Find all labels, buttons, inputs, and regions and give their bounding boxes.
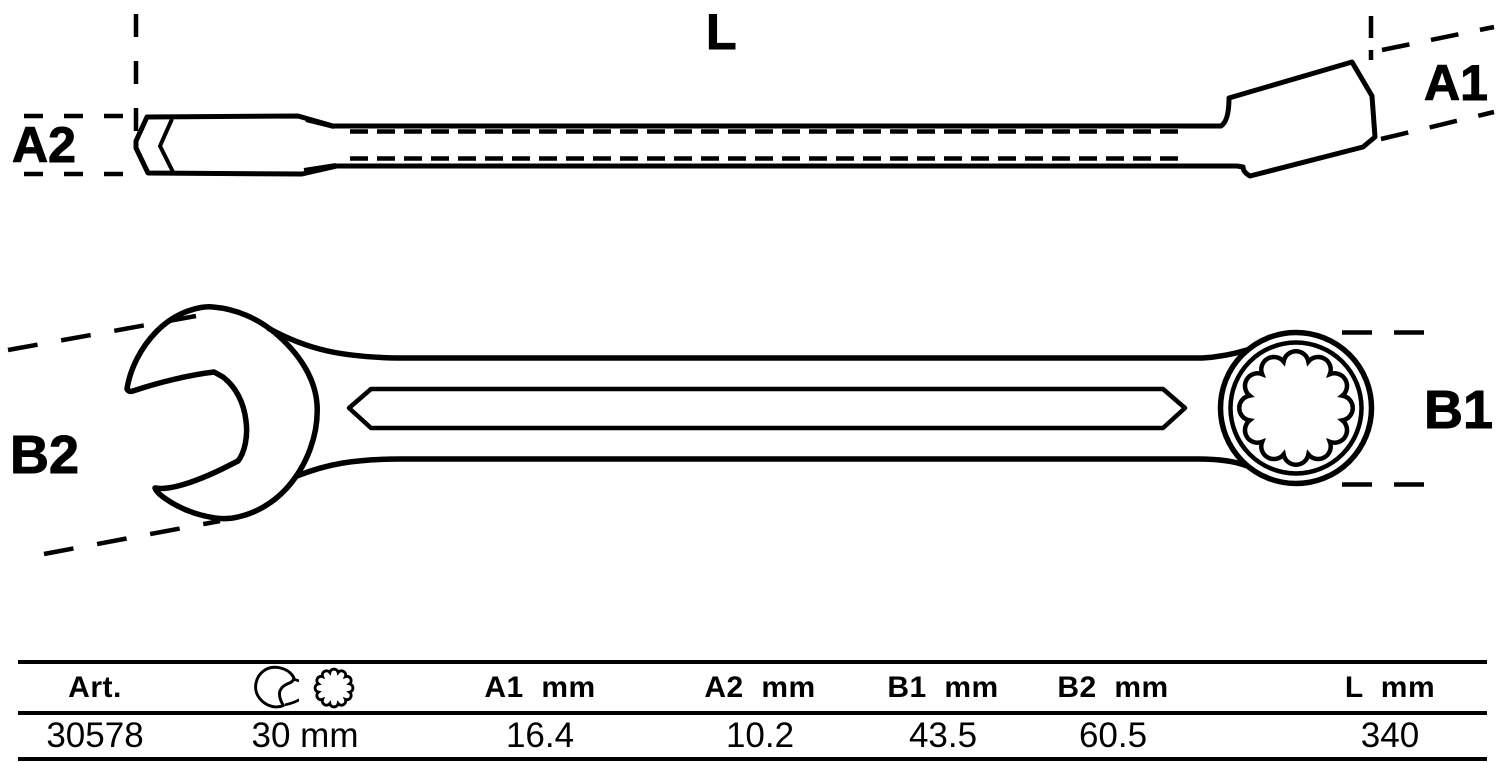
12-point-ring-icon — [313, 667, 355, 708]
ring-outer-circle — [1217, 329, 1375, 487]
ring-12point-profile — [1237, 349, 1355, 467]
b2-header: B2 mm — [1057, 670, 1169, 704]
shank-top-edge — [266, 325, 1248, 361]
l-header: L mm — [1344, 670, 1436, 704]
art-header: Art. — [68, 670, 122, 704]
a1-value: 16.4 — [505, 716, 575, 755]
b1-dimension-label: B1 — [1424, 380, 1493, 440]
spec-table: Art. 30578 30 mm — [0, 656, 1500, 763]
b1-extension-lines — [1342, 330, 1428, 487]
shank-bottom-edge — [295, 456, 1249, 479]
b2-dimension-label: B2 — [10, 425, 79, 485]
a1-header: A1 mm — [484, 670, 596, 704]
a2-value: 10.2 — [725, 716, 795, 755]
a2-header: A2 mm — [704, 670, 816, 704]
a1-extension-lines — [1380, 24, 1495, 142]
size-value: 30 mm — [251, 716, 359, 755]
ring-inner-circle — [1228, 340, 1364, 476]
shank-panel — [346, 386, 1188, 431]
hidden-edge-dashes — [350, 129, 1186, 161]
top-chamfer-line — [305, 118, 335, 129]
b2-extension-lines — [7, 313, 221, 557]
b2-value: 60.5 — [1078, 716, 1148, 755]
length-dimension-label: L — [706, 4, 737, 60]
open-end-wrench-icon — [254, 665, 299, 708]
a2-dimension-label: A2 — [12, 117, 76, 173]
table-rule-bottom — [18, 757, 1487, 761]
l-value: 340 — [1360, 716, 1420, 755]
open-end-head-outline — [124, 304, 320, 522]
top-view: B2 B1 — [7, 304, 1494, 557]
a2-extension-lines — [24, 113, 136, 177]
size-header — [185, 664, 425, 711]
a1-dimension-label: A1 — [1424, 55, 1488, 111]
side-view-detail-lines — [158, 118, 337, 173]
wrench-technical-drawing: L A2 A1 — [7, 4, 1495, 557]
art-value: 30578 — [46, 716, 144, 755]
size-header-icons — [253, 665, 357, 711]
open-end-bevel-line — [158, 118, 175, 173]
table-rule-middle — [18, 711, 1487, 715]
bottom-chamfer-line — [303, 163, 337, 172]
table-rule-top — [18, 660, 1487, 664]
b1-value: 43.5 — [908, 716, 978, 755]
side-view: L A2 A1 — [12, 4, 1495, 179]
b1-header: B1 mm — [887, 670, 999, 704]
wrench-outline-side — [133, 59, 1378, 179]
